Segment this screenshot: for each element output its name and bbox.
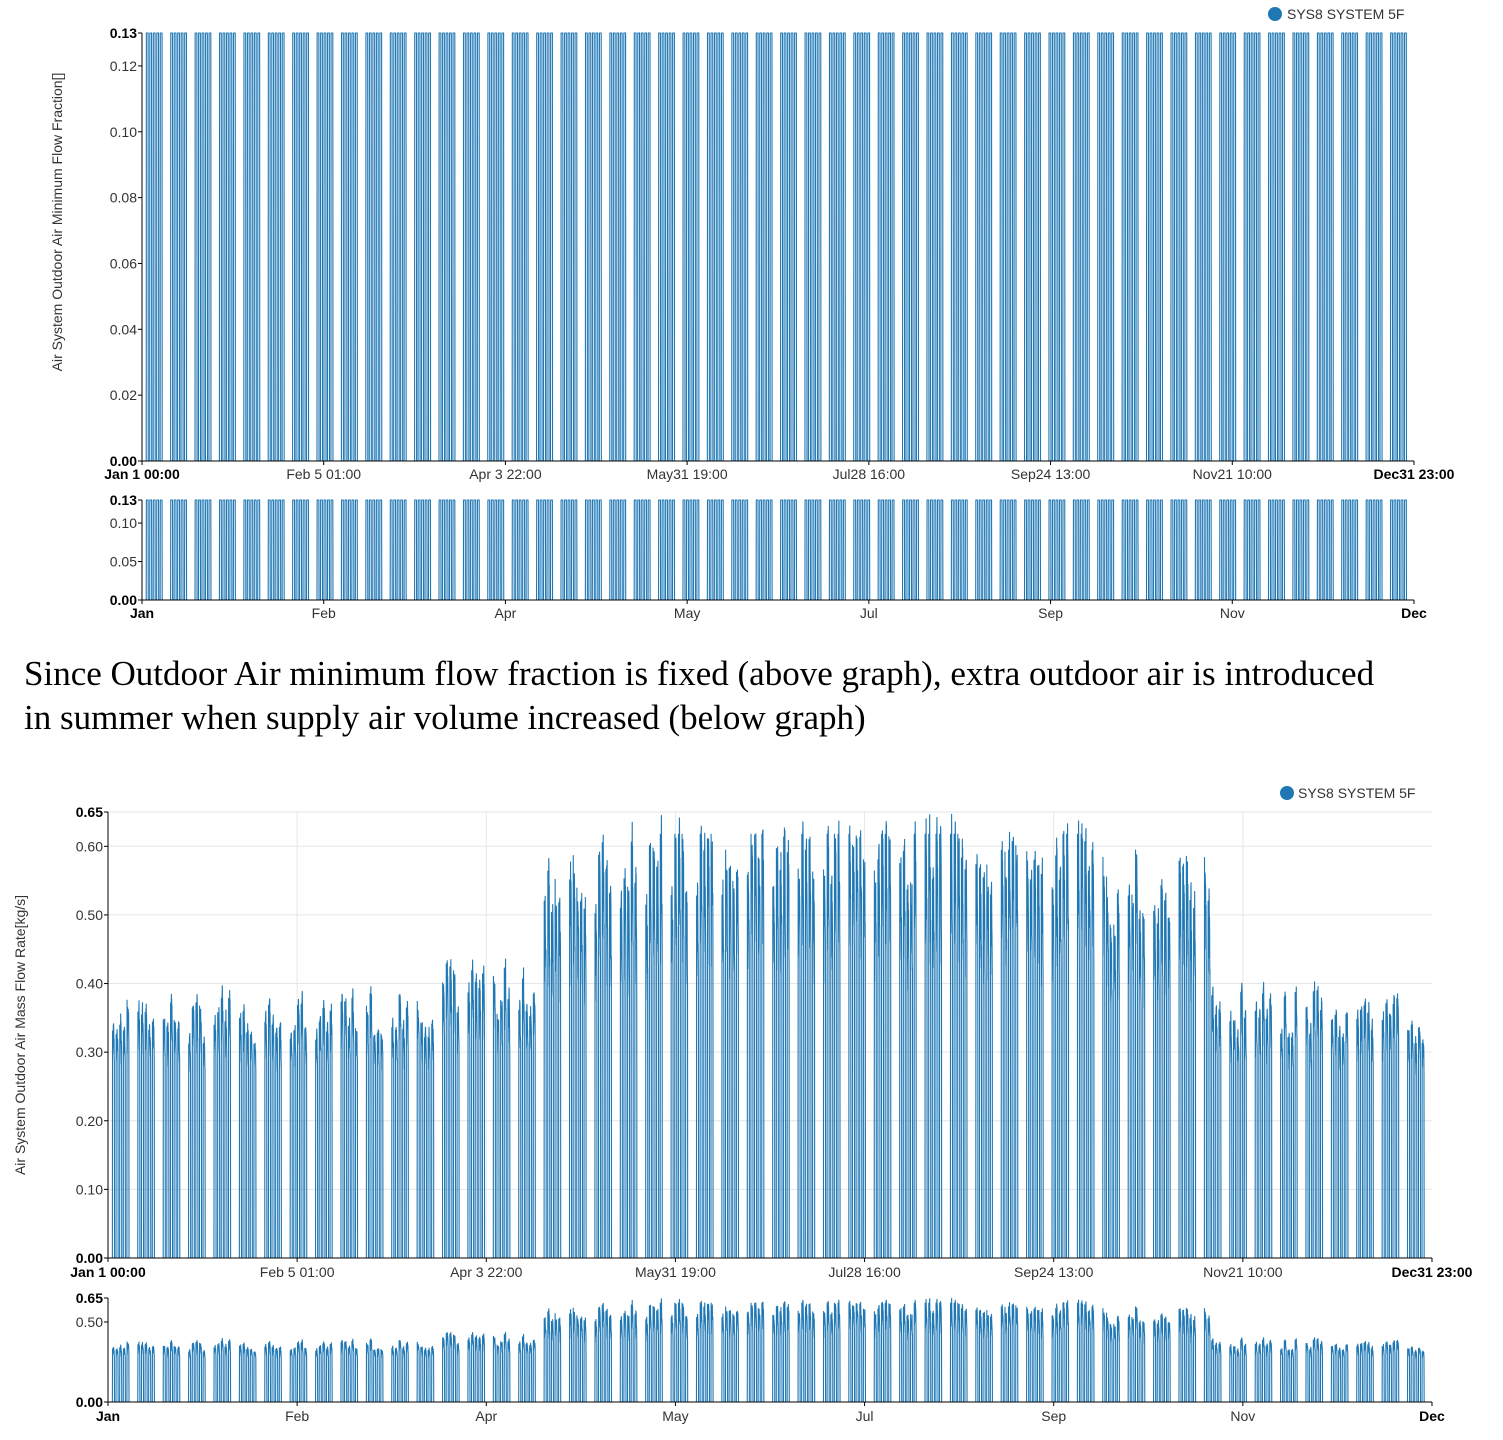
y-tick-label: 0.65	[76, 1290, 103, 1306]
y-axis-title: Air System Outdoor Air Minimum Flow Frac…	[49, 73, 65, 372]
series-line	[141, 32, 1415, 462]
caption: Since Outdoor Air minimum flow fraction …	[24, 652, 1494, 740]
x-tick-label: Apr 3 22:00	[450, 1264, 523, 1280]
x-tick-label: May31 19:00	[635, 1264, 716, 1280]
y-tick-label: 0.60	[76, 838, 103, 854]
x-tick-label: Jan 1 00:00	[70, 1264, 146, 1280]
legend-marker	[1268, 7, 1282, 21]
series-line	[107, 1297, 1433, 1403]
legend-label: SYS8 SYSTEM 5F	[1287, 6, 1404, 22]
x-tick-label: Nov	[1220, 605, 1245, 621]
x-tick-label: Sep24 13:00	[1014, 1264, 1094, 1280]
y-tick-label: 0.00	[76, 1394, 103, 1410]
caption-line-2: in summer when supply air volume increas…	[24, 698, 866, 737]
legend[interactable]: SYS8 SYSTEM 5F	[1268, 6, 1404, 22]
legend[interactable]: SYS8 SYSTEM 5F	[1280, 785, 1415, 801]
y-tick-label: 0.06	[110, 255, 137, 271]
y-tick-label: 0.30	[76, 1044, 103, 1060]
x-tick-label: Dec31 23:00	[1374, 466, 1455, 482]
y-tick-label: 0.50	[76, 907, 103, 923]
x-tick-label: Feb 5 01:00	[260, 1264, 335, 1280]
x-tick-label: Jul	[860, 605, 878, 621]
y-tick-label: 0.65	[76, 804, 103, 820]
x-tick-label: Apr 3 22:00	[469, 466, 542, 482]
y-tick-label: 0.12	[110, 58, 137, 74]
y-tick-label: 0.13	[110, 25, 137, 41]
x-tick-label: Nov21 10:00	[1203, 1264, 1283, 1280]
x-tick-label: Apr	[475, 1408, 497, 1424]
x-tick-label: Sep	[1041, 1408, 1066, 1424]
x-tick-label: Nov	[1230, 1408, 1255, 1424]
x-tick-label: May31 19:00	[647, 466, 728, 482]
x-tick-label: Jan	[96, 1408, 120, 1424]
outdoor-air-mass-flow-chart: SYS8 SYSTEM 5F Air System Outdoor Air Ma…	[12, 785, 1473, 1424]
x-tick-label: Jan 1 00:00	[104, 466, 180, 482]
x-tick-label: Jul	[856, 1408, 874, 1424]
x-tick-label: Feb	[285, 1408, 309, 1424]
x-tick-label: Dec	[1401, 605, 1427, 621]
y-tick-label: 0.02	[110, 387, 137, 403]
y-tick-label: 0.20	[76, 1113, 103, 1129]
x-tick-label: Jul28 16:00	[833, 466, 906, 482]
x-tick-label: May	[662, 1408, 688, 1424]
x-tick-label: Feb 5 01:00	[286, 466, 361, 482]
x-tick-label: Feb	[312, 605, 336, 621]
x-tick-label: Jan	[130, 605, 154, 621]
y-tick-label: 0.00	[76, 1250, 103, 1266]
series-line	[141, 499, 1415, 601]
y-tick-label: 0.10	[76, 1181, 103, 1197]
y-tick-label: 0.05	[110, 554, 137, 570]
y-tick-label: 0.10	[110, 515, 137, 531]
x-tick-label: Sep	[1038, 605, 1063, 621]
series-line	[107, 813, 1433, 1259]
y-tick-label: 0.40	[76, 976, 103, 992]
y-tick-label: 0.00	[110, 592, 137, 608]
y-tick-label: 0.00	[110, 453, 137, 469]
y-tick-label: 0.04	[110, 321, 137, 337]
x-tick-label: Nov21 10:00	[1193, 466, 1273, 482]
legend-label: SYS8 SYSTEM 5F	[1298, 785, 1415, 801]
min-flow-fraction-chart: SYS8 SYSTEM 5F Air System Outdoor Air Mi…	[49, 6, 1455, 621]
x-tick-label: Dec	[1419, 1408, 1445, 1424]
x-tick-label: Apr	[495, 605, 517, 621]
x-tick-label: Jul28 16:00	[828, 1264, 901, 1280]
y-axis-title: Air System Outdoor Air Mass Flow Rate[kg…	[12, 895, 28, 1175]
y-tick-label: 0.08	[110, 190, 137, 206]
x-tick-label: Sep24 13:00	[1011, 466, 1091, 482]
caption-line-1: Since Outdoor Air minimum flow fraction …	[24, 654, 1375, 693]
y-tick-label: 0.50	[76, 1314, 103, 1330]
y-tick-label: 0.13	[110, 492, 137, 508]
y-tick-label: 0.10	[110, 124, 137, 140]
x-tick-label: May	[674, 605, 700, 621]
x-tick-label: Dec31 23:00	[1392, 1264, 1473, 1280]
legend-marker	[1280, 786, 1294, 800]
